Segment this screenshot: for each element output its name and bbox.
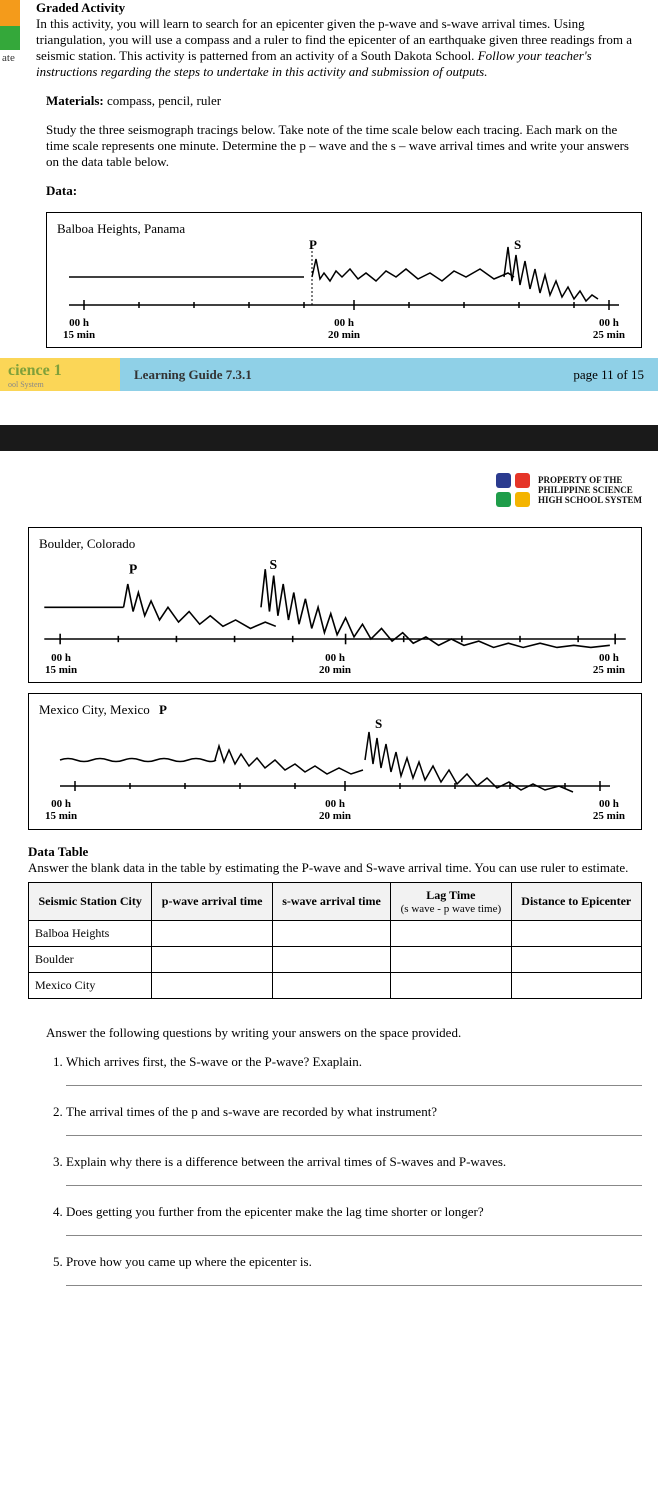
seismo-location-1: Balboa Heights, Panama: [57, 221, 185, 236]
s-label-3: S: [375, 718, 382, 731]
cell-input[interactable]: [272, 920, 390, 946]
answer-line[interactable]: [66, 1172, 642, 1186]
prop-line3: HIGH SCHOOL SYSTEM: [538, 495, 642, 505]
answer-line[interactable]: [66, 1222, 642, 1236]
question-2: The arrival times of the p and s-wave ar…: [66, 1104, 437, 1119]
p-label-1: P: [309, 237, 317, 252]
table-row: Balboa Heights: [29, 920, 642, 946]
row-mexico: Mexico City: [29, 972, 152, 998]
seismo-location-2: Boulder, Colorado: [39, 536, 135, 551]
col-station: Seismic Station City: [29, 882, 152, 920]
page-divider: [0, 425, 658, 451]
questions-prompt: Answer the following questions by writin…: [46, 1025, 642, 1041]
col-pwave: p-wave arrival time: [152, 882, 272, 920]
data-table-caption: Answer the blank data in the table by es…: [28, 860, 628, 875]
cell-input[interactable]: [511, 946, 641, 972]
p-label-3: P: [159, 702, 167, 717]
col-swave: s-wave arrival time: [272, 882, 390, 920]
time-axis-1: 00 h15 min 00 h20 min 00 h25 min: [57, 317, 631, 345]
guide-label: Learning Guide: [134, 367, 226, 382]
cell-input[interactable]: [272, 972, 390, 998]
banner-sub: ool System: [8, 380, 112, 389]
seismograph-balboa: Balboa Heights, Panama P S 00 h15 min 00…: [46, 212, 642, 348]
cell-input[interactable]: [511, 972, 641, 998]
time-axis-2: 00 h15 min 00 h20 min 00 h25 min: [39, 652, 631, 680]
answer-line[interactable]: [66, 1072, 642, 1086]
answer-line[interactable]: [66, 1272, 642, 1286]
row-boulder: Boulder: [29, 946, 152, 972]
school-logo-icon: [496, 473, 530, 507]
table-header-row: Seismic Station City p-wave arrival time…: [29, 882, 642, 920]
p-label-2: P: [129, 562, 137, 577]
question-1: Which arrives first, the S-wave or the P…: [66, 1054, 362, 1069]
prop-line2: PHILIPPINE SCIENCE: [538, 485, 642, 495]
page-number: page 11 of 15: [573, 367, 644, 383]
data-table-title: Data Table: [28, 844, 88, 859]
materials-label: Materials:: [46, 93, 104, 108]
instructions: Study the three seismograph tracings bel…: [46, 122, 642, 170]
question-3: Explain why there is a difference betwee…: [66, 1154, 506, 1169]
questions-list: Which arrives first, the S-wave or the P…: [46, 1054, 642, 1286]
s-label-1: S: [514, 237, 521, 252]
time-axis-3: 00 h15 min 00 h20 min 00 h25 min: [39, 798, 631, 826]
prop-line1: PROPERTY OF THE: [538, 475, 642, 485]
answer-line[interactable]: [66, 1122, 642, 1136]
cell-input[interactable]: [152, 972, 272, 998]
data-table: Seismic Station City p-wave arrival time…: [28, 882, 642, 999]
cell-input[interactable]: [152, 946, 272, 972]
cell-input[interactable]: [511, 920, 641, 946]
side-tab: ate: [0, 0, 20, 80]
cell-input[interactable]: [391, 946, 511, 972]
tab-label: ate: [0, 50, 20, 64]
property-block: PROPERTY OF THE PHILIPPINE SCIENCE HIGH …: [0, 473, 642, 507]
row-balboa: Balboa Heights: [29, 920, 152, 946]
seismo-location-3: Mexico City, Mexico: [39, 702, 150, 717]
data-label: Data:: [46, 183, 642, 199]
seismograph-boulder: Boulder, Colorado P S 00 h15 min 00 h20 …: [28, 527, 642, 683]
materials-value: compass, pencil, ruler: [104, 93, 221, 108]
seismo-trace-2: P S: [39, 552, 631, 652]
s-label-2: S: [269, 557, 277, 572]
cell-input[interactable]: [152, 920, 272, 946]
cell-input[interactable]: [272, 946, 390, 972]
seismo-trace-3: S: [39, 718, 631, 798]
col-lag: Lag Time (s wave - p wave time): [391, 882, 511, 920]
cell-input[interactable]: [391, 920, 511, 946]
seismograph-mexico: Mexico City, Mexico P S 00 h15 min 00 h2…: [28, 693, 642, 829]
question-4: Does getting you further from the epicen…: [66, 1204, 484, 1219]
col-distance: Distance to Epicenter: [511, 882, 641, 920]
cell-input[interactable]: [391, 972, 511, 998]
guide-num: 7.3.1: [226, 367, 252, 382]
question-5: Prove how you came up where the epicente…: [66, 1254, 312, 1269]
activity-title: Graded Activity: [36, 0, 125, 15]
table-row: Mexico City: [29, 972, 642, 998]
table-row: Boulder: [29, 946, 642, 972]
seismo-trace-1: P S: [57, 237, 631, 317]
page-banner: cience 1 ool System Learning Guide 7.3.1…: [0, 358, 658, 391]
banner-course: cience 1: [8, 362, 62, 379]
